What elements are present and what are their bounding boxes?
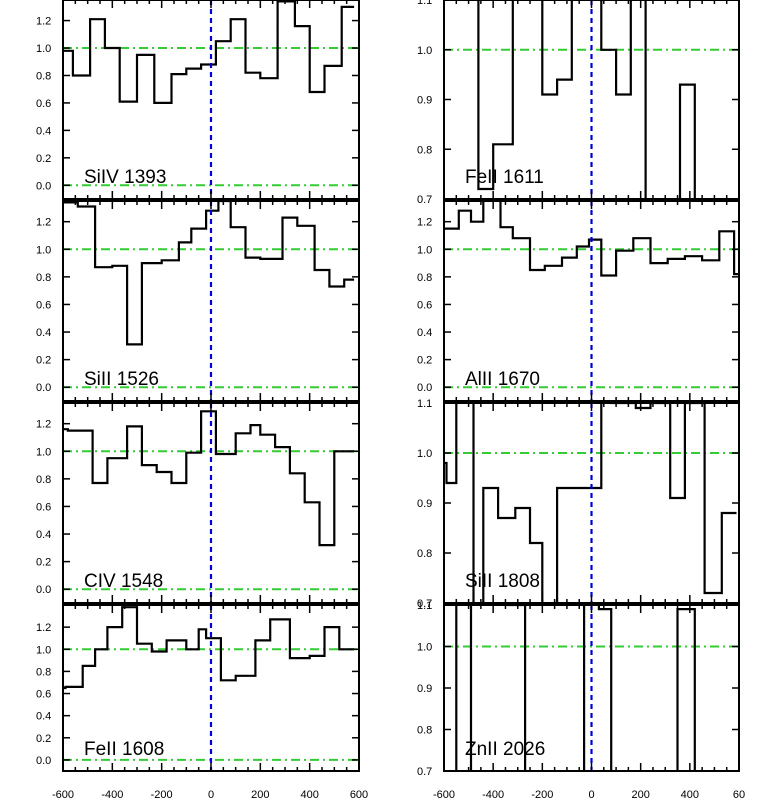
y-tick-label: 1.1 <box>417 0 432 7</box>
y-tick-label: 1.1 <box>417 398 432 410</box>
y-tick-label: 1.0 <box>36 244 51 256</box>
y-tick-label: 0.9 <box>417 95 432 107</box>
y-tick-label: 0.4 <box>36 125 51 137</box>
x-tick-label: -600 <box>52 789 74 801</box>
ion-label: FeII 1611 <box>465 167 544 188</box>
y-tick-label: 1.2 <box>36 16 51 28</box>
y-tick-label: 0.7 <box>417 194 432 206</box>
panel-siiv-1393: 0.0 0.2 0.4 0.6 0.8 1.0 1.2 SiIV 1393 <box>36 0 360 200</box>
ion-label: CIV 1548 <box>84 571 163 592</box>
y-tick-label: 0.0 <box>36 755 51 767</box>
ion-label: ZnII 2026 <box>465 739 545 760</box>
x-tick-label: -600 <box>433 789 455 801</box>
ion-label: SiIV 1393 <box>84 167 166 188</box>
ion-label: SiII 1526 <box>84 369 159 390</box>
flux-histogram <box>444 403 737 603</box>
y-tick-label: 0.8 <box>417 725 432 737</box>
y-tick-label: 0.7 <box>417 598 432 610</box>
y-tick-label: 0.4 <box>36 711 51 723</box>
y-tick-label: 1.2 <box>36 622 51 634</box>
y-tick-label: 0.6 <box>36 299 51 311</box>
flux-histogram <box>63 410 355 547</box>
x-tick-label: 0 <box>588 789 594 801</box>
flux-histogram <box>63 0 355 104</box>
ion-label: AlII 1670 <box>465 369 540 390</box>
y-tick-label: 0.0 <box>36 584 51 596</box>
x-tick-label: 400 <box>300 789 318 801</box>
y-tick-label: 0.2 <box>36 557 51 569</box>
y-tick-label: 1.2 <box>36 217 51 229</box>
y-tick-label: 1.0 <box>36 446 51 458</box>
x-tick-label: 200 <box>251 789 269 801</box>
y-tick-label: 0.8 <box>36 70 51 82</box>
y-tick-label: 1.0 <box>36 43 51 55</box>
y-tick-label: 0.8 <box>36 474 51 486</box>
panel-siii-1808: 0.7 0.8 0.9 1.0 1.1 SiII 1808 <box>417 398 740 610</box>
y-tick-label: 1.0 <box>417 244 432 256</box>
y-tick-label: 0.4 <box>36 529 51 541</box>
x-tick-label: -400 <box>101 789 123 801</box>
y-tick-label: 0.9 <box>417 498 432 510</box>
y-tick-label: 1.0 <box>417 45 432 57</box>
y-tick-label: 0.8 <box>417 548 432 560</box>
y-tick-label: 0.8 <box>417 144 432 156</box>
y-tick-label: 1.0 <box>417 448 432 460</box>
flux-histogram <box>63 201 355 346</box>
ion-label: FeII 1608 <box>84 739 164 760</box>
y-tick-label: 0.6 <box>36 501 51 513</box>
panel-feii-1608: 0.0 0.2 0.4 0.6 0.8 1.0 1.2 -600 -400 -200 0 200 400… <box>36 604 368 801</box>
x-tick-label: -200 <box>151 789 173 801</box>
panel-siii-1526: 0.0 0.2 0.4 0.6 0.8 1.0 1.2 SiII 1526 <box>36 200 360 402</box>
y-tick-label: 0.0 <box>36 382 51 394</box>
x-tick-label: -400 <box>482 789 504 801</box>
flux-histogram <box>477 0 696 199</box>
y-tick-label: 0.6 <box>36 689 51 701</box>
y-tick-label: 0.2 <box>36 153 51 165</box>
x-tick-label: -200 <box>531 789 553 801</box>
y-tick-label: 0.4 <box>417 327 432 339</box>
x-tick-label: 0 <box>208 789 214 801</box>
x-tick-label: 200 <box>631 789 649 801</box>
y-tick-label: 0.0 <box>36 180 51 192</box>
y-tick-label: 0.8 <box>417 272 432 284</box>
flux-histogram <box>444 201 739 277</box>
y-tick-label: 0.8 <box>36 272 51 284</box>
y-tick-label: 0.2 <box>36 733 51 745</box>
y-tick-label: 0.4 <box>36 327 51 339</box>
panel-znii-2026: 0.7 0.8 0.9 1.0 1.1 -600 -400 -200 0 200 400 60 ZnII… <box>417 600 745 801</box>
panel-alii-1670: 0.0 0.2 0.4 0.6 0.8 1.0 1.2 AlII 1670 <box>417 200 740 402</box>
y-tick-label: 0.2 <box>417 355 432 367</box>
panel-civ-1548: 0.0 0.2 0.4 0.6 0.8 1.0 1.2 CIV 1548 <box>36 402 360 604</box>
y-tick-label: 0.8 <box>36 666 51 678</box>
y-tick-label: 1.0 <box>417 642 432 654</box>
y-tick-label: 1.0 <box>36 644 51 656</box>
y-tick-label: 0.7 <box>417 766 432 778</box>
flux-histogram <box>63 606 355 690</box>
y-tick-label: 0.6 <box>417 299 432 311</box>
y-tick-label: 0.9 <box>417 683 432 695</box>
y-tick-label: 0.0 <box>417 382 432 394</box>
x-tick-label: 400 <box>681 789 699 801</box>
y-tick-label: 0.6 <box>36 98 51 110</box>
ion-label: SiII 1808 <box>465 571 540 592</box>
y-tick-label: 1.1 <box>417 600 432 612</box>
y-tick-label: 1.2 <box>36 419 51 431</box>
x-tick-label: 60 <box>733 789 745 801</box>
y-tick-label: 0.2 <box>36 355 51 367</box>
y-tick-label: 1.2 <box>417 217 432 229</box>
x-tick-label: 600 <box>350 789 368 801</box>
flux-histogram <box>455 605 696 771</box>
panel-feii-1611: 0.7 0.8 0.9 1.0 1.1 FeII 1611 <box>417 0 740 206</box>
